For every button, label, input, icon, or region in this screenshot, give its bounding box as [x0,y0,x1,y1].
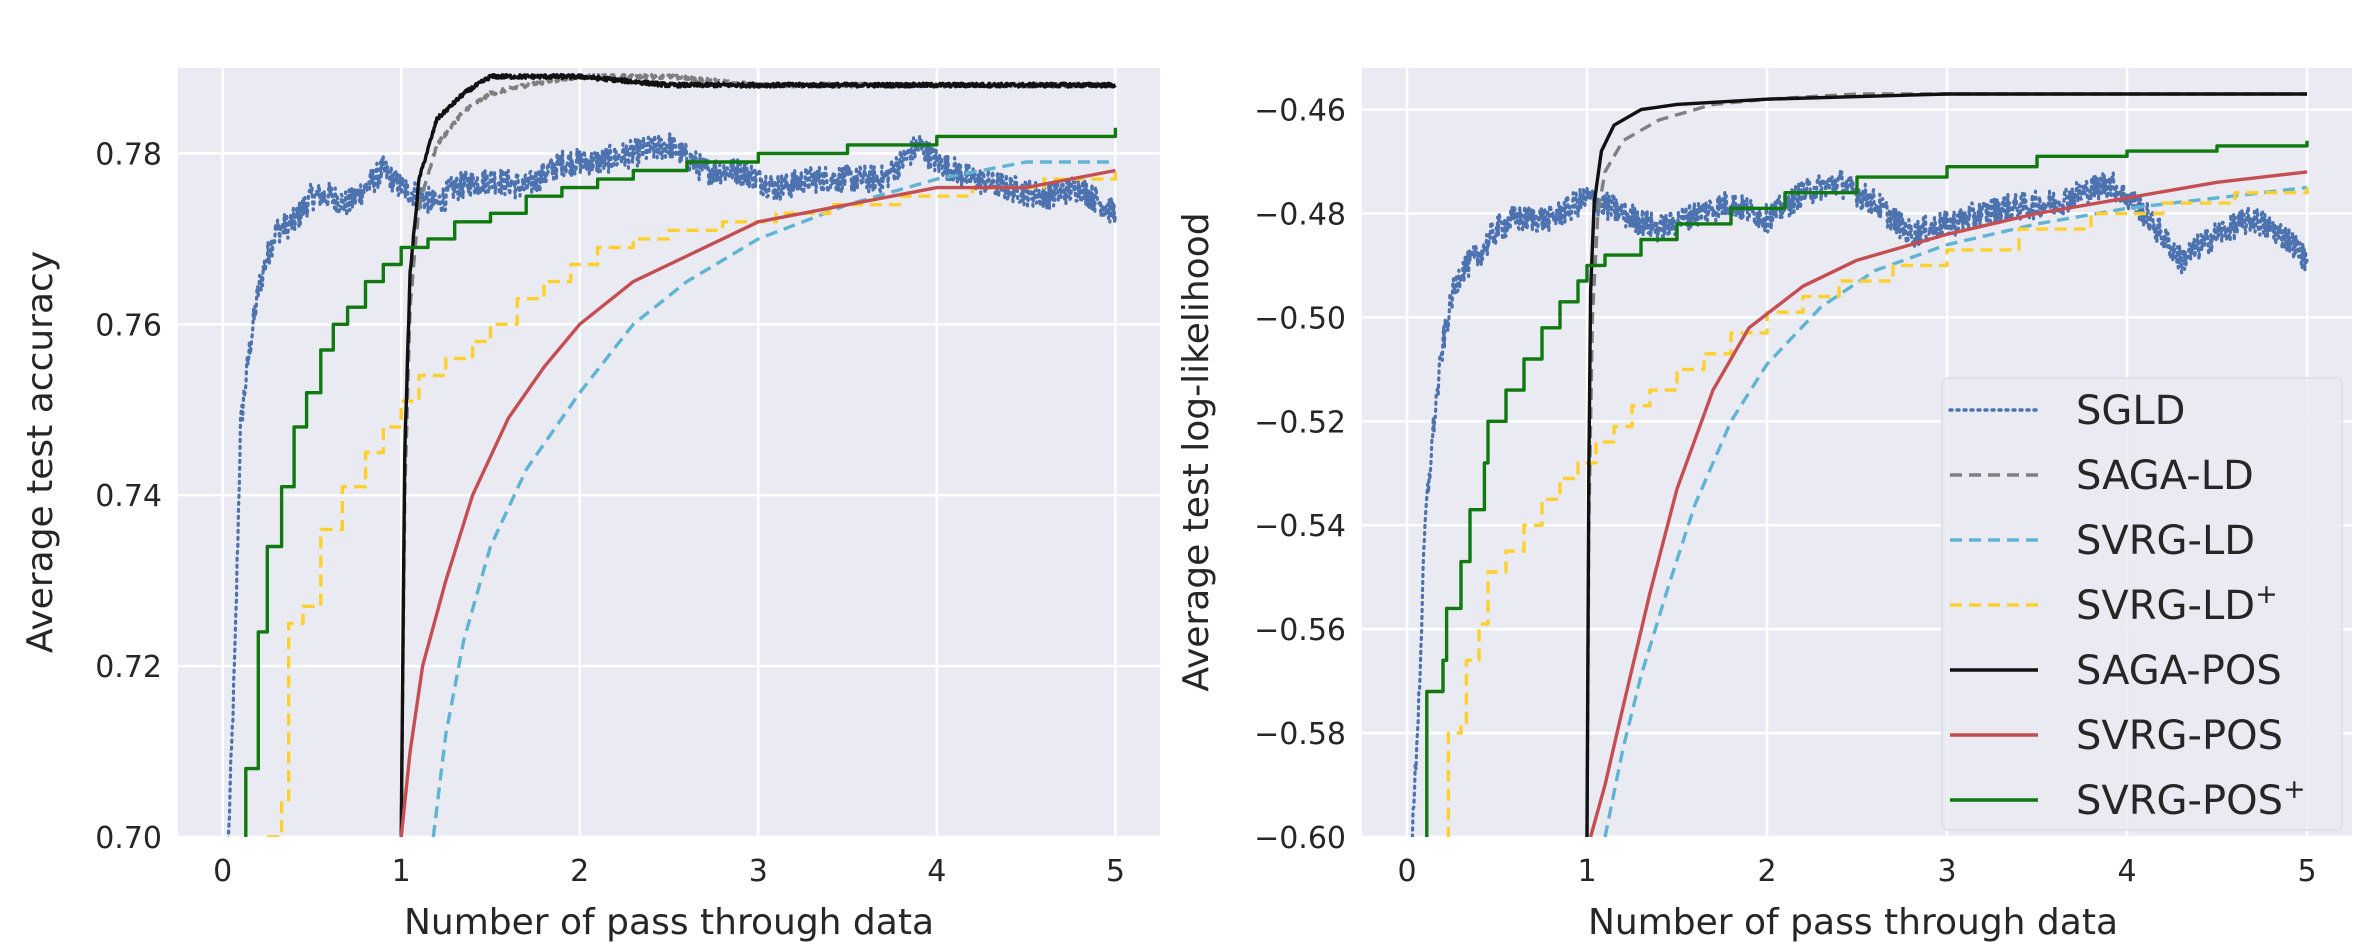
accuracy-x-tick-label: 0 [213,854,232,889]
loglik-y-tick-label: −0.50 [1254,301,1346,336]
loglik-series-svrg-ld [1603,185,2308,837]
legend-label-saga-pos: SAGA-POS [2076,648,2282,694]
accuracy-y-tick-label: 0.78 [95,137,162,172]
accuracy-plot-area [178,68,1160,837]
accuracy-x-tick-label: 5 [1106,854,1125,889]
legend: SGLD SAGA-LD SVRG-LD SVRG-LD+ SAGA-POS SVRG-P… [1941,377,2343,831]
accuracy-y-tick-label: 0.72 [95,650,162,685]
legend-label-svrg-ld: SVRG-LD [2076,518,2255,564]
legend-label-svrg-pos: SVRG-POS [2076,713,2283,759]
loglik-x-tick-label: 0 [1397,854,1416,889]
accuracy-series-svrg-pos-plus [244,127,1118,837]
loglik-x-tick-label: 1 [1577,854,1596,889]
accuracy-gridlines [178,68,1160,839]
loglik-x-axis-label: Number of pass through data [1588,902,2118,943]
loglik-series-lines [1410,92,2309,837]
accuracy-y-tick-label: 0.70 [95,821,162,856]
legend-superscript-plus: + [2255,579,2278,610]
accuracy-series-svrg-pos [399,168,1116,837]
loglik-y-tick-label: −0.58 [1254,717,1346,752]
legend-box [1941,377,2343,831]
legend-item-svrg-ld-plus: SVRG-LD+ [1950,579,2278,629]
accuracy-x-tick-label: 3 [749,854,768,889]
loglik-x-tick-label: 2 [1757,854,1776,889]
accuracy-series-lines [226,72,1118,837]
accuracy-series-saga-pos [399,73,1117,837]
accuracy-x-tick-label: 4 [927,854,946,889]
legend-entries: SGLD SAGA-LD SVRG-LD SVRG-LD+ SAGA-POS SVRG-P… [1948,388,2306,824]
loglik-y-tick-label: −0.54 [1254,509,1346,544]
accuracy-y-tick-label: 0.74 [95,479,162,514]
loglik-y-tick-label: −0.48 [1254,197,1346,232]
loglik-x-tick-label: 5 [2297,854,2316,889]
accuracy-x-tick-label: 2 [570,854,589,889]
legend-label-saga-ld: SAGA-LD [2076,453,2254,499]
accuracy-x-axis-label: Number of pass through data [404,902,934,943]
accuracy-series-svrg-ld-plus [267,170,1118,837]
loglik-x-tick-label: 3 [1937,854,1956,889]
legend-item-saga-pos: SAGA-POS [1950,648,2282,694]
legend-item-saga-ld: SAGA-LD [1950,453,2254,499]
accuracy-series-svrg-ld [431,160,1116,837]
loglik-series-svrg-ld-plus [1446,187,2309,837]
loglik-series-svrg-pos [1588,170,2308,837]
loglik-x-tick-labels: 0 1 2 3 4 5 [1397,854,2316,889]
legend-item-svrg-pos: SVRG-POS [1950,713,2283,759]
accuracy-y-tick-label: 0.76 [95,308,162,343]
accuracy-y-tick-labels: 0.70 0.72 0.74 0.76 0.78 [95,137,162,856]
legend-item-svrg-ld: SVRG-LD [1950,518,2255,564]
loglik-y-tick-labels: −0.60 −0.58 −0.56 −0.54 −0.52 −0.50 −0.48 −0.46 [1254,94,1346,856]
legend-label-svrg-pos-plus: SVRG-POS+ [2076,774,2306,824]
legend-item-svrg-pos-plus: SVRG-POS+ [1950,774,2306,824]
loglik-y-tick-label: −0.56 [1254,613,1346,648]
accuracy-series-sgld [226,132,1117,837]
accuracy-y-axis-label: Average test accuracy [20,251,61,653]
loglik-x-tick-label: 4 [2117,854,2136,889]
accuracy-panel: 0 1 2 3 4 5 0.70 0.72 0.74 0.76 0.78 Number of pa… [20,68,1160,943]
loglik-series-sgld [1410,169,2309,837]
loglik-y-tick-label: −0.52 [1254,405,1346,440]
legend-label-sgld: SGLD [2076,388,2185,434]
accuracy-x-tick-label: 1 [392,854,411,889]
loglik-y-axis-label: Average test log-likelihood [1176,212,1217,691]
legend-superscript-plus: + [2283,774,2306,805]
legend-item-sgld: SGLD [1948,388,2185,434]
accuracy-x-tick-labels: 0 1 2 3 4 5 [213,854,1125,889]
loglik-series-svrg-pos-plus [1425,140,2309,837]
legend-label-svrg-ld-plus: SVRG-LD+ [2076,579,2278,629]
loglik-series-saga-pos [1585,92,2307,837]
loglik-y-tick-label: −0.60 [1254,821,1346,856]
loglik-y-tick-label: −0.46 [1254,94,1346,129]
